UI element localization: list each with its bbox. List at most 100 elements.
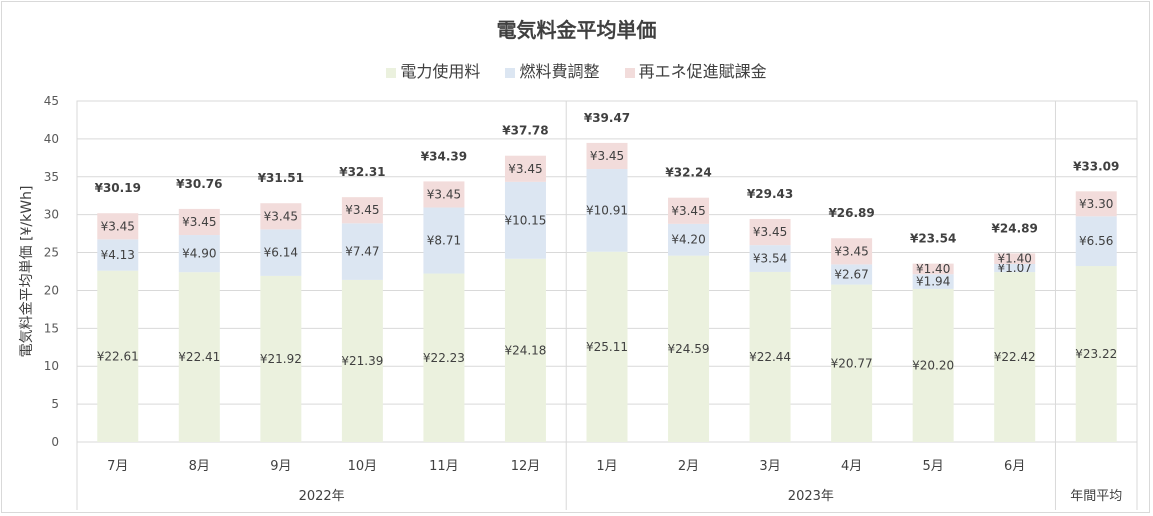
y-tick-label: 45 (44, 94, 59, 108)
y-tick-label: 15 (44, 321, 59, 335)
bar-segment (912, 263, 954, 275)
data-label: ¥3.45 (345, 203, 379, 217)
data-label: ¥10.15 (504, 213, 546, 227)
data-label: ¥6.14 (264, 246, 298, 260)
bar-segment (668, 197, 710, 224)
total-label: ¥29.43 (747, 187, 793, 201)
x-tick-label: 11月 (429, 459, 459, 474)
bar-segment (341, 279, 383, 442)
y-tick-label: 40 (44, 132, 59, 146)
bar-segment (504, 258, 546, 442)
data-label: ¥3.45 (834, 244, 868, 258)
bar-segment (423, 207, 465, 274)
data-label: ¥3.45 (264, 209, 298, 223)
data-label: ¥21.92 (260, 352, 302, 366)
legend-label-power: 電力使用料 (400, 62, 481, 81)
total-label: ¥30.19 (95, 181, 141, 195)
bar-segment (423, 181, 465, 208)
data-label: ¥1.07 (998, 261, 1032, 275)
x-tick-label: 3月 (759, 459, 780, 474)
legend-swatch-fuel (505, 67, 516, 78)
legend-item-renewable: 再エネ促進賦課金 (624, 58, 767, 82)
data-label: ¥3.45 (182, 215, 216, 229)
data-label: ¥23.22 (1075, 347, 1117, 361)
data-label: ¥3.45 (508, 162, 542, 176)
x-tick-label: 7月 (107, 459, 128, 474)
x-tick-label: 5月 (923, 459, 944, 474)
data-label: ¥6.56 (1079, 234, 1113, 248)
legend-swatch-power (386, 67, 397, 78)
bar-segment (178, 235, 220, 273)
total-label: ¥32.24 (665, 166, 711, 180)
group-label: 2022年 (299, 489, 345, 504)
data-label: ¥22.42 (994, 350, 1036, 364)
total-label: ¥31.51 (258, 171, 304, 185)
data-label: ¥8.71 (427, 234, 461, 248)
bar-segment (994, 263, 1036, 273)
bar-segment (341, 223, 383, 280)
data-label: ¥20.77 (831, 356, 873, 370)
data-label: ¥3.45 (590, 149, 624, 163)
bar-segment (586, 169, 628, 252)
bar-segment (994, 253, 1036, 264)
bar-segment (749, 245, 791, 272)
group-label: 2023年 (788, 489, 834, 504)
bar-segment (97, 239, 139, 271)
data-label: ¥4.20 (671, 233, 705, 247)
data-label: ¥3.30 (1079, 197, 1113, 211)
x-tick-label: 10月 (348, 459, 378, 474)
y-tick-label: 20 (44, 283, 59, 297)
y-tick-label: 0 (51, 435, 59, 449)
bar-segment (1075, 191, 1117, 217)
data-label: ¥7.47 (345, 245, 379, 259)
y-tick-label: 5 (51, 397, 59, 411)
data-label: ¥22.61 (97, 349, 139, 363)
bar-segment (586, 251, 628, 442)
bar-segment (97, 270, 139, 442)
chart-legend: 電力使用料 燃料費調整 再エネ促進賦課金 (0, 58, 1153, 82)
x-tick-label: 6月 (1004, 459, 1025, 474)
total-label: ¥26.89 (828, 206, 874, 220)
bar-segment (260, 229, 302, 276)
chart-title: 電気料金平均単価 (496, 18, 657, 42)
bar-segment (260, 203, 302, 230)
bar-segment (668, 255, 710, 442)
x-tick-label: 1月 (596, 459, 617, 474)
total-label: ¥33.09 (1073, 159, 1119, 173)
data-label: ¥3.45 (427, 187, 461, 201)
data-label: ¥2.67 (834, 267, 868, 281)
data-label: ¥20.20 (912, 358, 954, 372)
bar-segment (1075, 216, 1117, 267)
y-axis-title: 電気料金平均単価 [¥/kWh] (19, 186, 35, 358)
group-label: 年間平均 (1070, 489, 1122, 504)
bar-segment (912, 288, 954, 442)
x-tick-label: 4月 (841, 459, 862, 474)
x-tick-label: 8月 (189, 459, 210, 474)
data-label: ¥25.11 (586, 340, 628, 354)
legend-label-renewable: 再エネ促進賦課金 (638, 62, 767, 81)
bar-segment (831, 264, 873, 285)
data-label: ¥22.41 (178, 350, 220, 364)
x-tick-label: 9月 (270, 459, 291, 474)
bar-segment (423, 273, 465, 442)
data-label: ¥10.91 (586, 203, 628, 217)
data-label: ¥1.40 (916, 262, 950, 276)
data-label: ¥3.45 (671, 204, 705, 218)
legend-label-fuel: 燃料費調整 (519, 62, 600, 81)
bar-segment (1075, 266, 1117, 442)
data-label: ¥24.18 (504, 343, 546, 357)
data-label: ¥22.23 (423, 351, 465, 365)
data-label: ¥1.94 (916, 275, 950, 289)
x-tick-label: 12月 (511, 459, 541, 474)
y-tick-label: 25 (44, 246, 59, 260)
total-label: ¥32.31 (339, 165, 385, 179)
total-label: ¥30.76 (176, 177, 222, 191)
y-tick-label: 10 (44, 359, 59, 373)
total-label: ¥24.89 (992, 221, 1038, 235)
bar-segment (504, 181, 546, 259)
legend-item-fuel: 燃料費調整 (505, 58, 600, 82)
bar-segment (586, 142, 628, 170)
bar-segment (994, 272, 1036, 442)
